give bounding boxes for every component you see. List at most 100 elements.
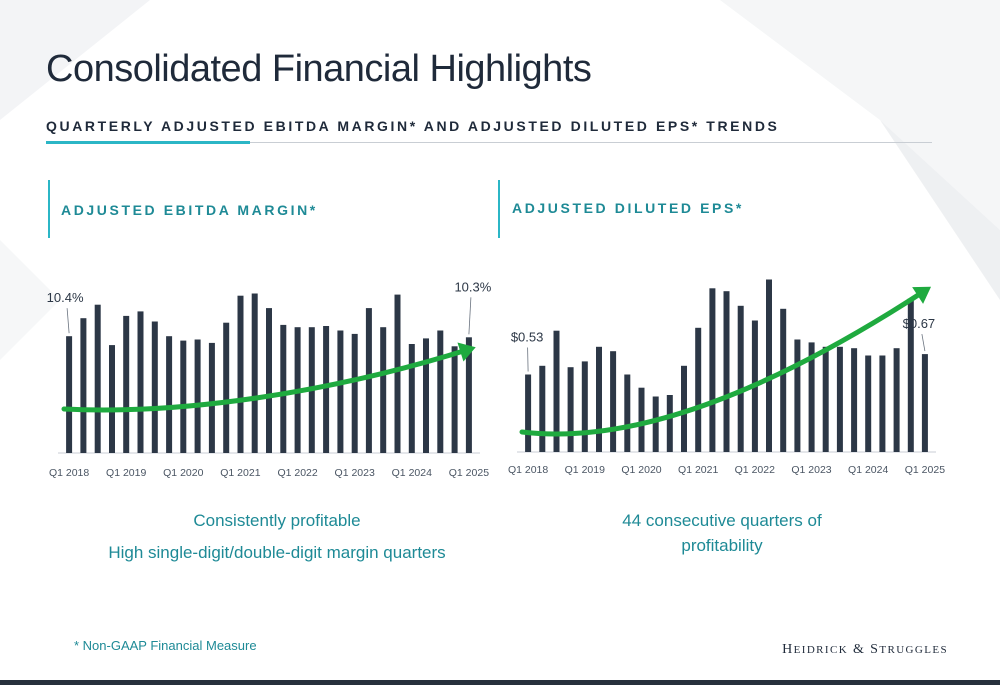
bar-q4-2024 [907,298,914,452]
x-tick-label: Q1 2025 [449,467,489,479]
x-tick-label: Q1 2023 [335,467,375,479]
x-tick-label: Q1 2020 [163,467,203,479]
bar-q2-2020 [652,396,659,452]
bar-q4-2021 [737,305,744,452]
eps-panel-accent [498,180,500,238]
bar-q1-2023 [351,333,358,453]
bar-q4-2023 [394,294,401,453]
subtitle-accent-bar [46,141,250,144]
bar-q3-2018 [94,304,101,453]
bar-q1-2025 [921,354,928,452]
x-tick-label: Q1 2018 [508,464,548,476]
data-label-leader [527,347,529,372]
bar-q1-2018 [66,336,73,453]
x-tick-label: Q1 2019 [565,464,605,476]
bar-q2-2022 [766,279,772,452]
bar-q1-2024 [865,355,872,452]
bar-q3-2019 [151,321,158,453]
bar-q1-2023 [808,342,815,452]
bar-q3-2024 [893,348,900,452]
bar-q3-2020 [208,342,215,453]
trend-arrow-line [519,287,929,437]
bar-q1-2019 [581,361,588,452]
data-label: $0.53 [511,330,544,345]
bar-q3-2024 [437,330,444,453]
bar-q2-2023 [365,308,372,453]
eps-caption-1: 44 consecutive quarters of [622,511,822,530]
bottom-bar [0,680,1000,685]
page-subtitle: QUARTERLY ADJUSTED EBITDA MARGIN* AND AD… [46,118,780,134]
ebitda-panel-accent [48,180,50,238]
bar-q4-2018 [109,345,115,453]
data-label-leader [921,334,926,352]
data-label: 10.4% [47,290,84,305]
bar-q4-2023 [851,348,858,452]
x-tick-label: Q1 2019 [106,467,146,479]
ebitda-caption-1: Consistently profitable [193,511,361,530]
bar-q3-2021 [266,308,272,453]
bar-q2-2024 [879,355,886,452]
bar-q2-2019 [137,311,144,453]
bar-q2-2018 [539,365,546,452]
x-tick-label: Q1 2018 [49,467,89,479]
trend-arrow-line [61,346,473,413]
bar-q4-2018 [567,367,574,452]
bar-q3-2022 [323,326,330,453]
data-label-leader [468,297,472,335]
bar-q2-2021 [709,288,716,452]
bar-q1-2021 [695,327,702,452]
bar-q1-2019 [123,315,130,453]
bar-q3-2023 [380,327,387,453]
x-tick-label: Q1 2025 [905,464,945,476]
bar-q3-2023 [836,346,843,452]
x-tick-label: Q1 2024 [392,467,432,479]
x-tick-label: Q1 2021 [220,467,260,479]
ebitda-caption-2: High single-digit/double-digit margin qu… [108,543,446,562]
bar-q1-2020 [638,387,645,452]
bar-q3-2018 [553,330,560,452]
data-label: 10.3% [454,279,491,294]
bar-q3-2022 [780,308,787,452]
x-tick-label: Q1 2023 [791,464,831,476]
ebitda-panel-title: ADJUSTED EBITDA MARGIN* [61,202,318,218]
bar-q2-2018 [80,318,87,453]
subtitle-divider [46,142,932,143]
x-tick-label: Q1 2020 [621,464,661,476]
data-label-leader [66,308,70,334]
bar-q4-2019 [166,336,173,453]
bar-q4-2020 [223,322,230,453]
x-tick-label: Q1 2022 [735,464,775,476]
bar-q3-2020 [666,395,673,452]
bar-q1-2018 [525,374,532,452]
trend-arrow-head [912,286,932,304]
bar-q3-2021 [723,291,730,452]
bar-q1-2024 [408,344,415,453]
bar-q2-2020 [194,339,201,453]
bar-q4-2019 [624,374,631,452]
footnote: * Non-GAAP Financial Measure [74,638,257,653]
bar-q2-2019 [596,346,602,452]
page-title: Consolidated Financial Highlights [46,48,592,90]
bar-q4-2021 [280,324,287,453]
bar-q1-2021 [237,295,244,453]
bar-q2-2021 [251,293,258,453]
bar-q4-2024 [451,346,458,453]
x-tick-label: Q1 2024 [848,464,888,476]
bar-q3-2019 [610,351,617,452]
x-tick-label: Q1 2022 [277,467,317,479]
eps-caption-2: profitability [681,536,763,555]
bar-q4-2020 [681,365,687,452]
company-logo: HEIDRICK & STRUGGLES [782,642,948,657]
bar-q1-2020 [180,340,187,453]
data-label: $0.67 [903,316,936,331]
bar-q4-2022 [337,330,344,453]
trend-arrow-head [457,342,476,362]
x-tick-label: Q1 2021 [678,464,718,476]
eps-panel-title: ADJUSTED DILUTED EPS* [512,200,744,216]
bar-q2-2024 [423,338,429,453]
bar-q4-2022 [794,339,801,452]
bar-q1-2025 [465,337,472,453]
